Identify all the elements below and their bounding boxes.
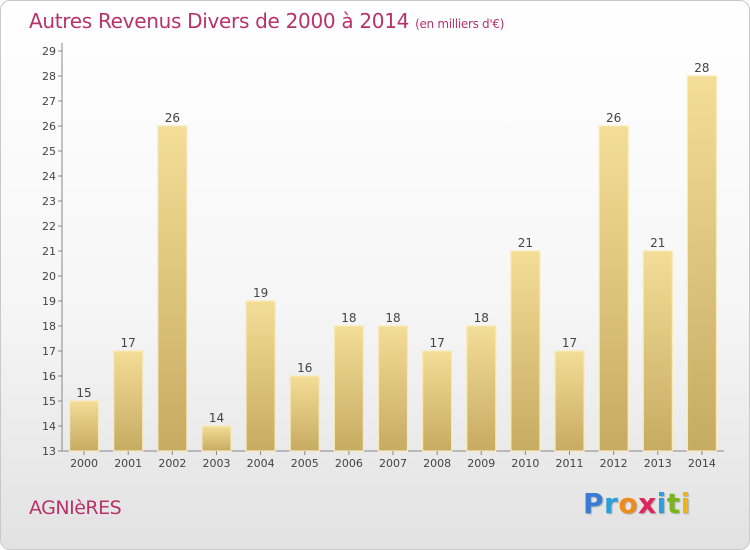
bar-2010: [510, 250, 541, 452]
y-tick-label: 14: [42, 420, 56, 433]
x-tick-label: 2009: [467, 457, 495, 470]
bar-2003: [201, 425, 232, 452]
y-tick-label: 28: [42, 70, 56, 83]
y-tick-label: 20: [42, 270, 56, 283]
x-tick-label: 2013: [644, 457, 672, 470]
bar-2005: [289, 375, 320, 452]
bar-2009: [466, 325, 497, 452]
chart-title-text: Autres Revenus Divers de 2000 à 2014: [29, 9, 410, 33]
value-label: 21: [650, 236, 665, 250]
logo-letter: t: [666, 487, 681, 520]
x-tick-label: 2000: [70, 457, 98, 470]
bar-2001: [113, 350, 144, 452]
bar-2004: [245, 300, 276, 452]
y-tick-label: 26: [42, 120, 56, 133]
y-tick-label: 18: [42, 320, 56, 333]
x-tick-label: 2001: [114, 457, 142, 470]
y-tick-label: 27: [42, 95, 56, 108]
x-tick-label: 2012: [600, 457, 628, 470]
bar-2007: [377, 325, 409, 452]
chart-unit: (en milliers d'€): [415, 17, 505, 31]
x-tick-label: 2006: [335, 457, 363, 470]
value-label: 26: [165, 111, 180, 125]
x-tick-label: 2005: [291, 457, 319, 470]
x-tick-label: 2011: [556, 457, 584, 470]
y-tick-label: 15: [42, 395, 56, 408]
x-tick-label: 2010: [511, 457, 539, 470]
value-label: 18: [341, 311, 356, 325]
y-tick-label: 23: [42, 195, 56, 208]
value-label: 28: [694, 61, 709, 75]
bar-2008: [422, 350, 453, 452]
value-label: 26: [606, 111, 621, 125]
y-tick-label: 19: [42, 295, 56, 308]
logo-letter: i: [680, 487, 691, 520]
value-label: 19: [253, 286, 268, 300]
y-tick-label: 22: [42, 220, 56, 233]
bar-2011: [554, 350, 585, 452]
chart-title: Autres Revenus Divers de 2000 à 2014 (en …: [29, 9, 504, 33]
value-label: 17: [121, 336, 136, 350]
y-tick-label: 25: [42, 145, 56, 158]
value-label: 16: [297, 361, 312, 375]
y-tick-label: 13: [42, 445, 56, 458]
y-tick-label: 21: [42, 245, 56, 258]
value-label: 18: [385, 311, 400, 325]
value-label: 15: [76, 386, 91, 400]
logo-letter: o: [618, 487, 639, 520]
proxiti-logo[interactable]: Proxiti: [583, 487, 691, 520]
bar-2000: [68, 400, 100, 452]
y-tick-label: 16: [42, 370, 56, 383]
x-tick-label: 2007: [379, 457, 407, 470]
value-label: 21: [518, 236, 533, 250]
x-tick-label: 2014: [688, 457, 716, 470]
x-tick-label: 2004: [247, 457, 275, 470]
value-label: 18: [474, 311, 489, 325]
x-tick-label: 2003: [202, 457, 230, 470]
bar-2006: [333, 325, 364, 452]
logo-letter: x: [638, 487, 657, 520]
y-tick-label: 29: [42, 45, 56, 58]
x-tick-label: 2008: [423, 457, 451, 470]
logo-letter: P: [583, 487, 605, 520]
logo-letter: i: [656, 487, 667, 520]
x-tick-label: 2002: [158, 457, 186, 470]
y-tick-label: 17: [42, 345, 56, 358]
value-label: 14: [209, 411, 224, 425]
bar-2013: [642, 250, 673, 452]
bar-2014: [686, 75, 718, 452]
commune-name: AGNIèRES: [29, 497, 122, 519]
bar-2012: [598, 125, 629, 452]
value-label: 17: [429, 336, 444, 350]
bar-2002: [157, 125, 188, 452]
logo-letter: r: [604, 487, 619, 520]
value-label: 17: [562, 336, 577, 350]
y-tick-label: 24: [42, 170, 56, 183]
